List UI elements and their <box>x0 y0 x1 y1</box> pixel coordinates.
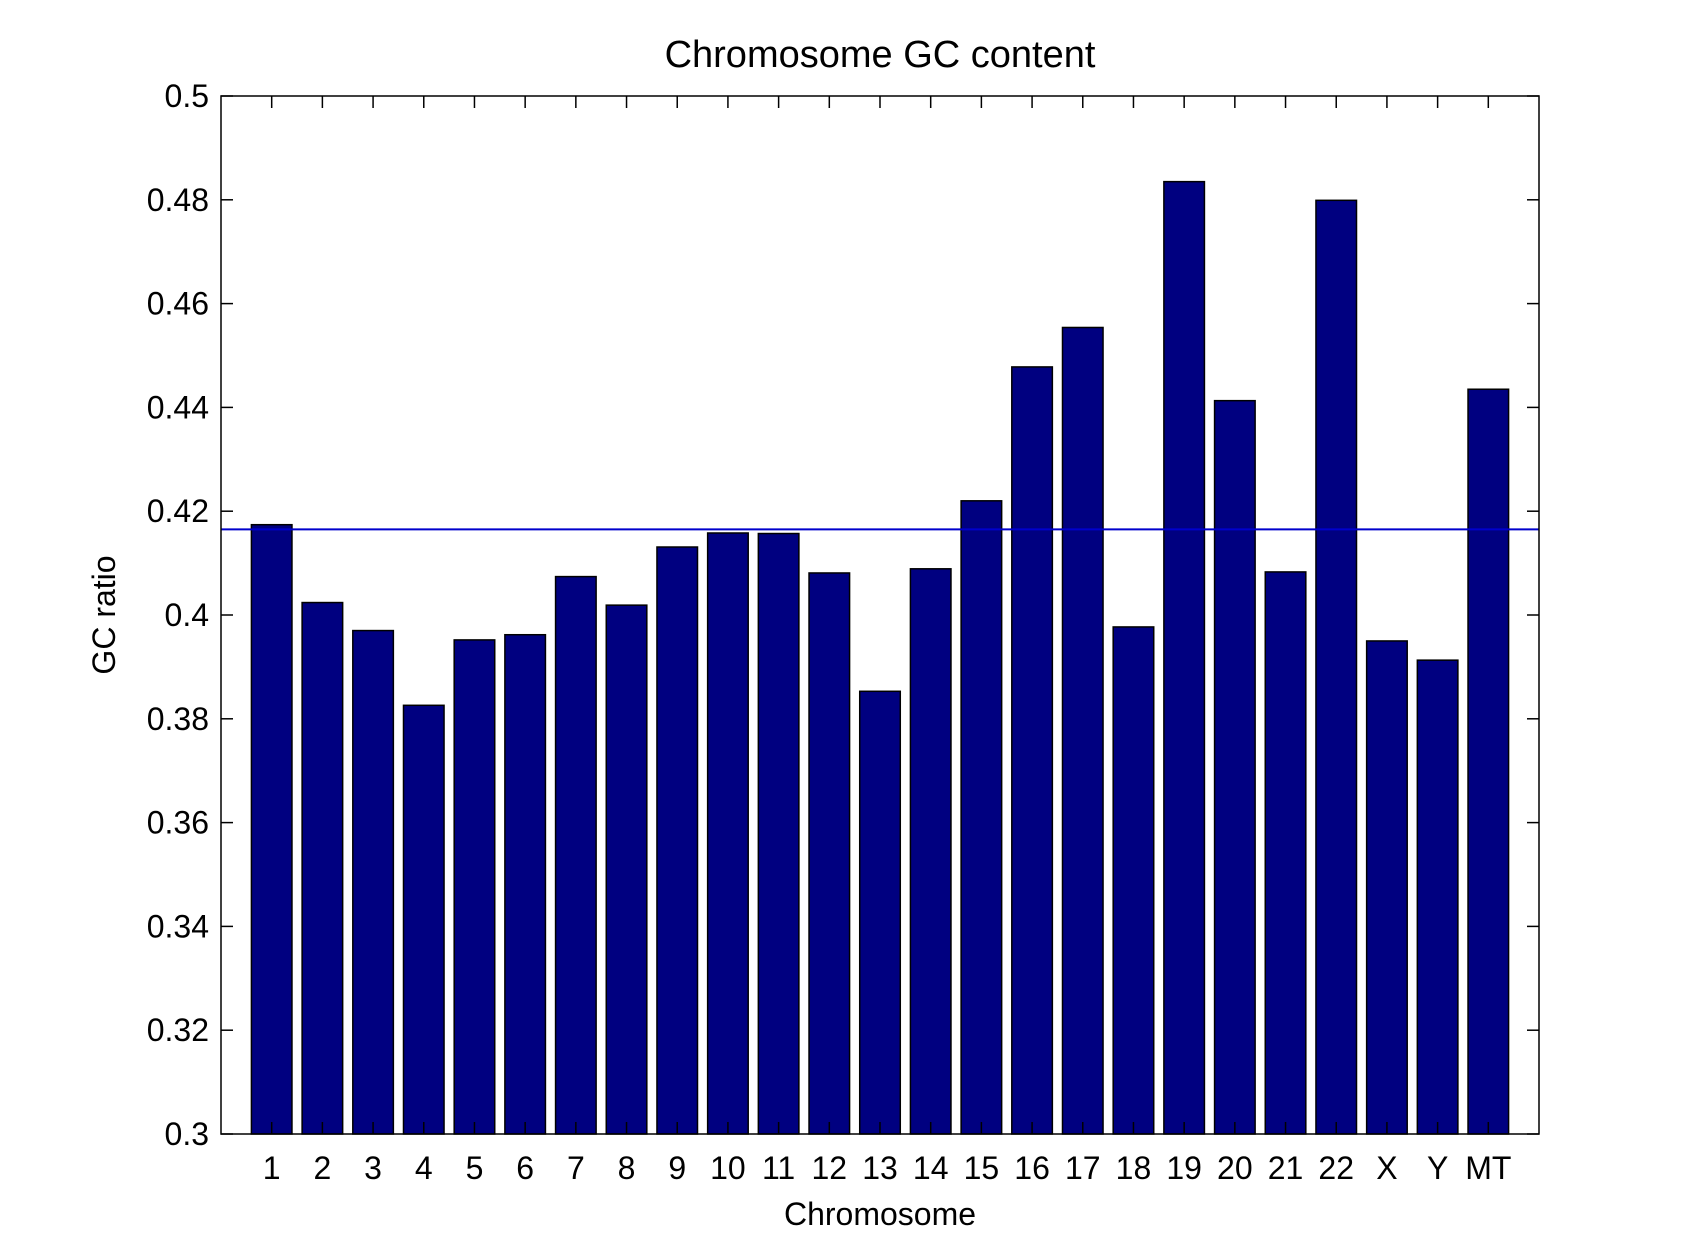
y-tick-label: 0.4 <box>165 597 209 633</box>
bar-Y <box>1416 659 1459 1135</box>
y-tick-label: 0.38 <box>147 701 209 737</box>
y-tick-label: 0.3 <box>165 1116 209 1152</box>
y-tick-label: 0.44 <box>147 389 209 425</box>
bar-18 <box>1112 626 1155 1135</box>
bar-21 <box>1264 571 1307 1135</box>
x-tick-label: 7 <box>567 1150 585 1186</box>
x-tick-label: 11 <box>762 1150 795 1186</box>
x-tick-label: X <box>1376 1150 1397 1186</box>
bar-13 <box>858 690 902 1135</box>
bar-1 <box>250 523 293 1135</box>
y-tick-label: 0.42 <box>147 493 209 529</box>
x-tick-label: 13 <box>862 1150 898 1186</box>
bar-2 <box>301 601 344 1135</box>
x-tick-label: 2 <box>313 1150 331 1186</box>
y-tick-label: 0.34 <box>147 908 209 944</box>
bar-7 <box>554 575 597 1135</box>
bar-9 <box>656 546 699 1135</box>
bar-11 <box>757 532 800 1135</box>
x-tick-label: 17 <box>1065 1150 1101 1186</box>
x-tick-labels: 1 2 3 4 5 6 7 8 9 10 11 12 13 14 15 16 17 18 19 20 21 22 X Y MT <box>263 1150 1512 1186</box>
y-tick-labels: 0.3 0.32 0.34 0.36 0.38 0.4 0.42 0.44 0.46 0.48 0.… <box>147 78 209 1152</box>
x-tick-label: 18 <box>1116 1150 1152 1186</box>
x-tick-label: 8 <box>618 1150 636 1186</box>
bar-4 <box>402 704 445 1135</box>
bar-14 <box>909 568 952 1135</box>
x-tick-label: MT <box>1465 1150 1511 1186</box>
x-tick-label: 1 <box>263 1150 281 1186</box>
y-tick-label: 0.46 <box>147 286 209 322</box>
x-tick-label: 22 <box>1318 1150 1354 1186</box>
y-tick-label: 0.32 <box>147 1012 209 1048</box>
x-tick-label: 21 <box>1268 1150 1304 1186</box>
bar-16 <box>1011 366 1054 1135</box>
x-tick-label: 4 <box>415 1150 433 1186</box>
x-axis-title: Chromosome <box>784 1196 976 1232</box>
x-tick-label: Y <box>1427 1150 1448 1186</box>
x-tick-label: 6 <box>516 1150 534 1186</box>
y-tick-label: 0.5 <box>165 78 209 114</box>
bar-22 <box>1315 199 1358 1135</box>
bar-5 <box>453 639 496 1135</box>
x-tick-label: 19 <box>1166 1150 1202 1186</box>
bars-layer <box>250 180 1510 1135</box>
x-tick-label: 12 <box>812 1150 848 1186</box>
x-tick-label: 20 <box>1217 1150 1253 1186</box>
x-tick-label: 14 <box>913 1150 949 1186</box>
bar-12 <box>808 572 851 1135</box>
bar-8 <box>605 604 648 1135</box>
bar-19 <box>1163 180 1206 1135</box>
bar-15 <box>960 500 1003 1135</box>
x-tick-label: 15 <box>964 1150 1000 1186</box>
x-tick-label: 5 <box>466 1150 484 1186</box>
bar-3 <box>352 629 395 1135</box>
bar-17 <box>1061 326 1104 1135</box>
x-tick-label: 10 <box>710 1150 746 1186</box>
x-tick-label: 3 <box>364 1150 382 1186</box>
chart-title: Chromosome GC content <box>665 34 1096 76</box>
y-axis-title: GC ratio <box>86 555 122 674</box>
x-tick-label: 16 <box>1014 1150 1050 1186</box>
y-tick-label: 0.48 <box>147 182 209 218</box>
bar-X <box>1365 640 1408 1135</box>
bar-20 <box>1213 399 1256 1135</box>
y-tick-label: 0.36 <box>147 805 209 841</box>
x-tick-label: 9 <box>668 1150 686 1186</box>
bar-MT <box>1467 388 1510 1135</box>
ticks-layer <box>221 95 1539 1135</box>
bar-6 <box>504 633 547 1135</box>
bar-10 <box>706 532 749 1135</box>
